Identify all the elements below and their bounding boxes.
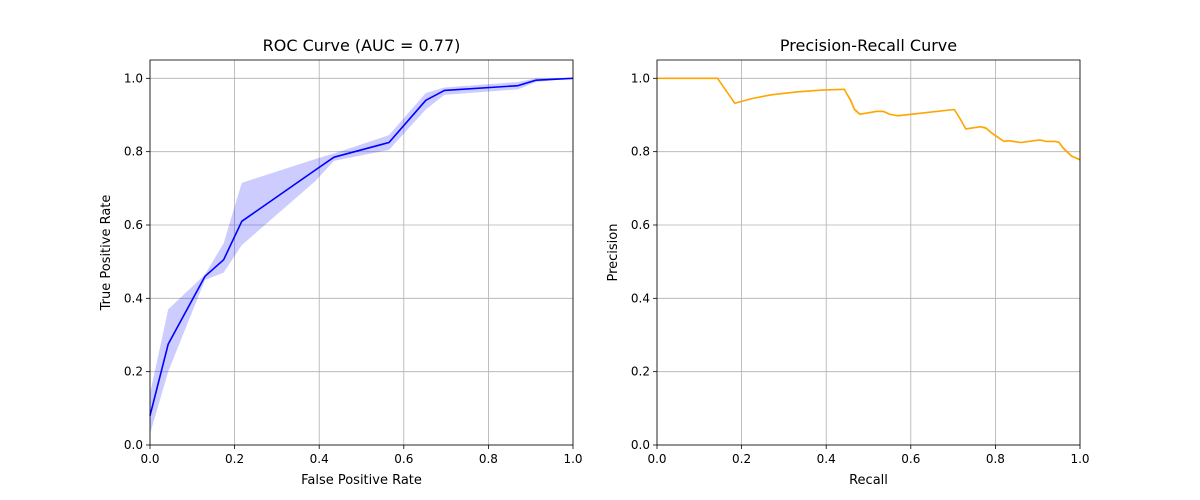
pr-y-tick-label: 1.0: [631, 71, 650, 85]
roc-x-tick-label: 1.0: [563, 452, 582, 466]
roc-y-tick-label: 0.6: [124, 218, 143, 232]
pr-x-tick-label: 0.4: [817, 452, 836, 466]
pr-y-tick-label: 0.8: [631, 145, 650, 159]
roc-x-tick-label: 0.8: [479, 452, 498, 466]
pr-x-tick-label: 0.8: [986, 452, 1005, 466]
pr-y-tick-label: 0.4: [631, 291, 650, 305]
roc-y-tick-label: 0.2: [124, 365, 143, 379]
pr-plot-frame: [656, 59, 1081, 446]
roc-x-tick-label: 0.6: [394, 452, 413, 466]
roc-chart: 0.0 0.2 0.4 0.6 0.8 1.0 0.0 0.2 0.4 0.6 0.8 1.0 ROC …: [99, 36, 583, 488]
pr-confidence-band: [657, 78, 1080, 161]
roc-y-tick-label: 1.0: [124, 71, 143, 85]
roc-confidence-band: [150, 78, 573, 434]
pr-x-tick-label: 0.2: [732, 452, 751, 466]
pr-y-tick-label: 0.0: [631, 438, 650, 452]
roc-x-axis-label: False Positive Rate: [301, 473, 422, 488]
pr-x-tick-label: 1.0: [1070, 452, 1089, 466]
roc-y-axis-label: True Positive Rate: [99, 195, 114, 312]
roc-chart-title: ROC Curve (AUC = 0.77): [263, 36, 461, 55]
pr-curve-line: [657, 77, 1081, 161]
pr-y-tick-label: 0.6: [631, 218, 650, 232]
pr-y-tick-label: 0.2: [631, 365, 650, 379]
roc-y-tick-label: 0.8: [124, 145, 143, 159]
pr-x-axis-label: Recall: [849, 473, 888, 488]
pr-y-axis-label: Precision: [606, 223, 621, 281]
roc-x-tick-label: 0.4: [310, 452, 329, 466]
pr-chart-title: Precision-Recall Curve: [780, 36, 957, 55]
roc-x-tick-label: 0.2: [225, 452, 244, 466]
pr-x-tick-label: 0.6: [901, 452, 920, 466]
roc-x-tick-label: 0.0: [140, 452, 159, 466]
pr-x-tick-label: 0.0: [647, 452, 666, 466]
roc-curve-line: [149, 77, 574, 416]
roc-y-tick-label: 0.4: [124, 291, 143, 305]
precision-recall-chart: 0.0 0.2 0.4 0.6 0.8 1.0 0.0 0.2 0.4 0.6 0.8 1.0 Prec…: [606, 36, 1090, 488]
roc-y-tick-label: 0.0: [124, 438, 143, 452]
roc-plot-frame: [149, 59, 574, 446]
